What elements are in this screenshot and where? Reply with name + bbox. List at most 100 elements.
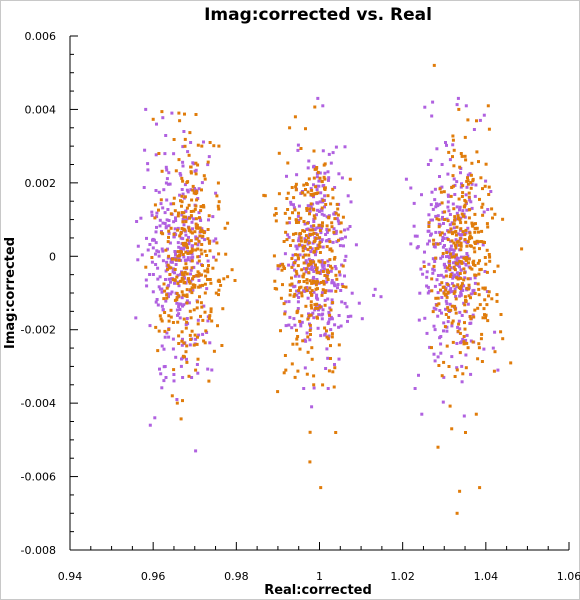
data-point xyxy=(317,259,321,263)
data-point xyxy=(284,230,288,234)
data-point xyxy=(473,194,477,198)
data-point xyxy=(212,349,216,353)
data-point xyxy=(168,273,172,276)
data-point xyxy=(338,237,342,241)
data-point xyxy=(203,238,207,242)
data-point xyxy=(488,255,492,259)
data-point xyxy=(466,179,470,183)
data-point xyxy=(467,195,471,199)
data-point xyxy=(455,180,459,184)
data-point xyxy=(460,233,464,237)
data-point xyxy=(327,152,331,156)
data-point xyxy=(303,193,307,197)
data-point xyxy=(175,401,179,405)
data-point xyxy=(466,226,470,230)
data-point xyxy=(437,364,441,367)
data-point xyxy=(314,263,317,267)
data-point xyxy=(304,253,307,257)
data-point xyxy=(432,306,436,310)
data-point xyxy=(499,313,503,316)
data-point xyxy=(158,224,162,228)
data-point xyxy=(454,253,458,257)
data-point xyxy=(317,179,321,183)
data-point xyxy=(294,232,298,236)
data-point xyxy=(151,117,155,121)
data-point xyxy=(455,256,459,260)
data-point xyxy=(177,245,181,249)
data-point xyxy=(340,263,344,267)
data-point xyxy=(333,366,337,370)
data-point xyxy=(195,198,199,202)
data-point xyxy=(165,296,169,300)
data-point xyxy=(184,241,187,245)
data-point xyxy=(320,317,324,321)
data-point xyxy=(215,194,219,198)
data-point xyxy=(187,203,191,207)
data-point xyxy=(169,212,173,216)
data-point xyxy=(329,289,333,293)
data-point xyxy=(481,286,485,290)
data-point xyxy=(328,258,332,262)
data-point xyxy=(304,127,307,131)
data-point xyxy=(454,238,458,242)
data-point xyxy=(310,293,314,297)
data-point xyxy=(188,131,192,135)
data-point xyxy=(330,335,334,339)
data-point xyxy=(312,383,316,387)
data-point xyxy=(439,342,443,346)
data-point xyxy=(450,304,454,308)
data-point xyxy=(292,285,296,289)
data-point xyxy=(299,232,303,235)
data-point xyxy=(461,191,465,195)
data-point xyxy=(452,164,456,168)
data-point xyxy=(290,326,294,330)
data-point xyxy=(486,319,490,323)
data-point xyxy=(462,278,466,282)
data-point xyxy=(191,283,195,287)
data-point xyxy=(205,254,209,257)
data-point xyxy=(343,145,347,149)
data-point xyxy=(196,322,200,326)
data-point xyxy=(182,228,186,232)
data-point xyxy=(444,248,448,252)
data-point xyxy=(305,267,309,271)
data-point xyxy=(470,267,474,271)
data-point xyxy=(482,347,486,351)
data-point xyxy=(440,201,444,205)
data-point xyxy=(174,251,177,254)
data-point xyxy=(451,174,455,178)
x-tick-label: 0.98 xyxy=(224,570,249,583)
data-point xyxy=(450,427,454,431)
data-point xyxy=(335,217,339,221)
data-point xyxy=(167,295,170,299)
data-point xyxy=(310,188,314,192)
data-point xyxy=(456,329,460,333)
data-point xyxy=(189,239,193,243)
data-point xyxy=(469,321,473,325)
data-point xyxy=(430,346,433,350)
data-point xyxy=(164,376,168,379)
data-point xyxy=(462,414,466,418)
data-point xyxy=(486,104,490,108)
data-point xyxy=(436,314,440,318)
data-point xyxy=(459,341,462,345)
axes xyxy=(69,36,569,551)
data-point xyxy=(434,205,438,209)
data-point xyxy=(194,172,198,176)
data-point xyxy=(450,290,454,294)
data-point xyxy=(163,222,167,225)
data-point xyxy=(458,272,462,275)
data-point xyxy=(180,271,184,275)
data-point xyxy=(155,298,159,301)
data-point xyxy=(451,232,454,236)
data-point xyxy=(162,282,166,286)
data-point xyxy=(300,314,304,318)
data-point xyxy=(462,212,466,216)
data-point xyxy=(314,237,318,240)
data-point xyxy=(330,332,334,336)
data-point xyxy=(272,254,276,258)
data-point xyxy=(201,264,204,267)
data-point xyxy=(208,341,212,345)
data-point xyxy=(181,399,184,403)
data-point xyxy=(207,218,210,222)
